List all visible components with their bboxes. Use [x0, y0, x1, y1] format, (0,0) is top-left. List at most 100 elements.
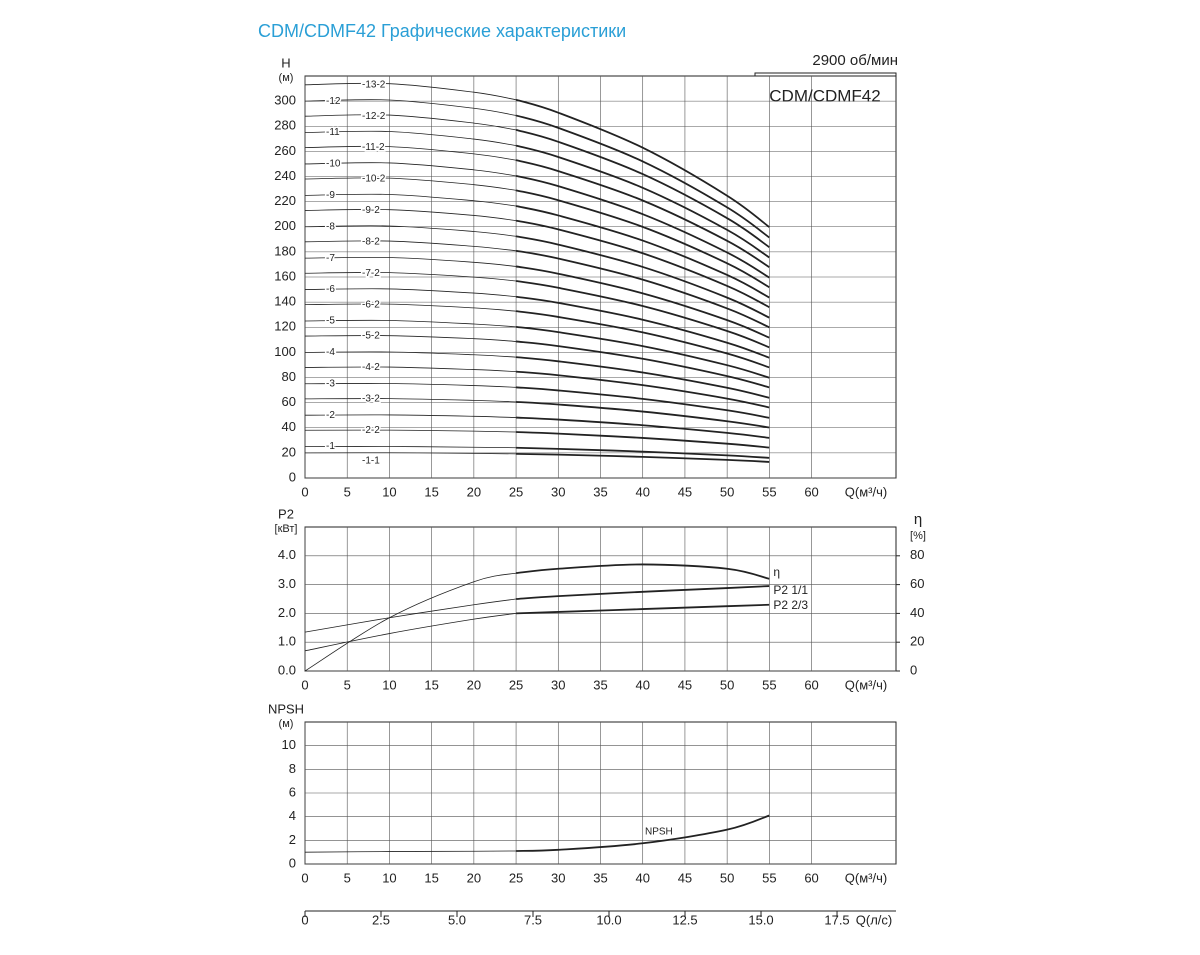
y-tick-label: 80 [282, 369, 296, 384]
y-axis-label: (м) [279, 72, 294, 84]
series-label: -6-2 [362, 299, 380, 310]
series-label: -5-2 [362, 331, 380, 342]
curve [515, 325, 770, 379]
curve [304, 162, 517, 177]
series-label: P2 1/1 [773, 583, 808, 597]
y-tick-label: 100 [274, 344, 296, 359]
x-tick-label: 10 [382, 677, 396, 692]
x-tick-label: 45 [678, 870, 692, 885]
y-tick-label: 260 [274, 143, 296, 158]
x2-tick-label: 0 [301, 912, 308, 927]
curve [515, 340, 770, 389]
curve [304, 383, 517, 388]
curve [304, 398, 517, 403]
y-tick-label: 20 [282, 444, 296, 459]
x-tick-label: 0 [301, 870, 308, 885]
x-tick-label: 15 [424, 677, 438, 692]
y-axis-label: [кВт] [275, 523, 298, 535]
series-label: -12 [326, 96, 341, 107]
curve [515, 280, 770, 349]
y-tick-label: 200 [274, 218, 296, 233]
curve [304, 366, 517, 372]
y-tick-label: 4 [289, 808, 296, 823]
y-tick-label: 8 [289, 761, 296, 776]
curve [304, 288, 517, 298]
x-tick-label: 40 [635, 870, 649, 885]
series-label: -8 [326, 221, 335, 232]
curve [304, 272, 517, 282]
curve [516, 431, 770, 449]
y2-tick-label: 20 [910, 634, 924, 649]
curve [304, 598, 517, 633]
y-tick-label: 6 [289, 784, 296, 799]
x-tick-label: 25 [509, 870, 523, 885]
curve [515, 295, 770, 359]
x2-tick-label: 12.5 [672, 912, 697, 927]
series-label: -2 [326, 410, 335, 421]
y-tick-label: 1.0 [278, 634, 296, 649]
curve [515, 159, 770, 268]
y-tick-label: 60 [282, 394, 296, 409]
series-label: -9-2 [362, 205, 380, 216]
model-label: CDM/CDMF42 [769, 86, 880, 105]
curve [516, 386, 770, 419]
curve [515, 249, 770, 329]
y-axis-label: P2 [278, 506, 294, 521]
x-tick-label: 20 [467, 484, 481, 499]
x-tick-label: 35 [593, 677, 607, 692]
x-axis-label: Q(м³/ч) [845, 870, 887, 885]
x-tick-label: 20 [467, 677, 481, 692]
x2-tick-label: 15.0 [748, 912, 773, 927]
curve [304, 613, 517, 652]
x-tick-label: 55 [762, 870, 776, 885]
curve [304, 335, 517, 342]
curve [516, 814, 770, 852]
y-tick-label: 2 [289, 832, 296, 847]
x-tick-label: 60 [804, 677, 818, 692]
series-label: -5 [326, 316, 335, 327]
curve [304, 145, 517, 161]
curve [304, 351, 517, 358]
y-tick-label: 40 [282, 419, 296, 434]
y-tick-label: 220 [274, 193, 296, 208]
y2-tick-label: 40 [910, 605, 924, 620]
y-tick-label: 0 [289, 469, 296, 484]
y2-tick-label: 60 [910, 576, 924, 591]
series-label: -12-2 [362, 111, 386, 122]
series-label: -10 [326, 159, 341, 170]
series-label: -7-2 [362, 268, 380, 279]
curve [304, 319, 517, 328]
y-tick-label: 180 [274, 243, 296, 258]
y2-axis-label: η [914, 511, 922, 528]
curve [515, 219, 770, 309]
y-tick-label: 3.0 [278, 576, 296, 591]
x-tick-label: 15 [424, 484, 438, 499]
x-tick-label: 50 [720, 870, 734, 885]
x-tick-label: 45 [678, 484, 692, 499]
y-tick-label: 240 [274, 168, 296, 183]
curve [515, 356, 770, 399]
y-tick-label: 300 [274, 93, 296, 108]
curve [515, 189, 770, 289]
curve [515, 235, 770, 319]
curve [515, 205, 770, 299]
x-axis-label: Q(м³/ч) [845, 484, 887, 499]
series-label: -3-2 [362, 393, 380, 404]
curve [516, 416, 770, 439]
curve [304, 303, 517, 312]
curve [304, 225, 517, 237]
x-tick-label: 30 [551, 870, 565, 885]
series-label: -9 [326, 190, 335, 201]
x-tick-label: 5 [344, 484, 351, 499]
curve [304, 209, 517, 221]
y-axis-label: NPSH [268, 701, 304, 716]
x-tick-label: 30 [551, 484, 565, 499]
y-tick-label: 4.0 [278, 547, 296, 562]
x-tick-label: 35 [593, 484, 607, 499]
series-label: -8-2 [362, 236, 380, 247]
curve [516, 585, 770, 600]
x-tick-label: 5 [344, 677, 351, 692]
x-tick-label: 15 [424, 870, 438, 885]
y-tick-label: 280 [274, 118, 296, 133]
